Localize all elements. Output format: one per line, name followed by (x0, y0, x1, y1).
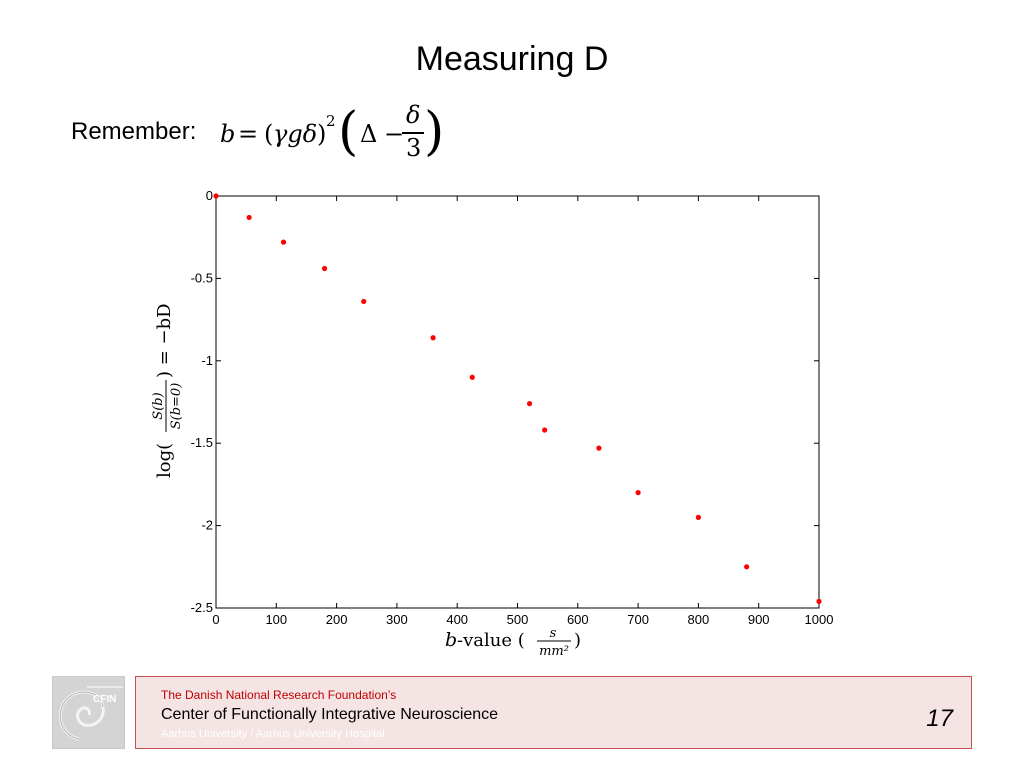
y-tick-label: 0 (206, 188, 213, 203)
y-label-frac-num: S(b) (151, 392, 166, 419)
x-tick-label: 400 (446, 612, 468, 627)
y-tick-label: -1.5 (191, 435, 213, 450)
y-label-suffix: ) = −bD (154, 303, 175, 378)
data-point (744, 564, 750, 570)
y-tick-label: -2.5 (191, 600, 213, 615)
formula-big-close-paren: ) (424, 102, 445, 162)
data-point (596, 445, 602, 451)
x-label-frac-den: mm² (539, 644, 569, 659)
data-point (526, 401, 533, 407)
data-point (361, 298, 367, 305)
footer: CFIN The Danish National Research Founda… (52, 676, 972, 749)
data-point (246, 214, 252, 221)
y-label-frac-den: S(b=0) (169, 383, 184, 430)
data-point (635, 490, 641, 496)
formula-power: 2 (326, 112, 336, 130)
data-points (213, 193, 822, 605)
data-point (542, 427, 548, 433)
formula-frac-num: δ (406, 101, 421, 129)
x-tick-label: 800 (688, 612, 710, 627)
foundation-text: The Danish National Research Foundation’… (161, 688, 397, 702)
x-tick-label: 300 (386, 612, 408, 627)
data-point (695, 514, 702, 520)
data-point (469, 374, 475, 380)
x-label-frac-num: s (550, 626, 557, 641)
remember-label: Remember: (71, 118, 197, 145)
y-tick-label: -0.5 (191, 270, 213, 285)
y-axis-ticks: 0 -0.5 -1 -1.5 -2 -2.5 (191, 188, 819, 615)
y-label-prefix: log( (154, 443, 175, 478)
formula-big-open-paren: ( (338, 102, 359, 162)
formula-close-paren: ) (317, 120, 327, 148)
formula-equals: = (238, 120, 259, 148)
formula-inner: γgδ (273, 120, 318, 148)
y-axis-label: log( S(b) S(b=0) ) = −bD (151, 303, 184, 478)
x-tick-label: 1000 (805, 612, 834, 627)
data-point (430, 335, 436, 341)
formula-lhs: b (220, 120, 236, 148)
formula-minus: − (384, 120, 405, 148)
data-point (321, 265, 328, 272)
cfin-logo: CFIN (52, 676, 125, 749)
x-tick-label: 200 (326, 612, 348, 627)
formula-frac-bar (402, 132, 424, 134)
institution-info: The Danish National Research Foundation’… (135, 676, 972, 749)
x-label-text: -value ( (457, 630, 525, 651)
b-value-formula: b = ( γgδ ) 2 ( Δ − δ 3 ) (220, 100, 460, 170)
x-tick-label: 500 (507, 612, 529, 627)
x-tick-label: 900 (748, 612, 770, 627)
x-tick-label: 0 (212, 612, 219, 627)
slide-title: Measuring D (415, 40, 609, 78)
university-text: Aarhus University / Aarhus University Ho… (161, 728, 385, 740)
logo-text: CFIN (93, 694, 116, 705)
y-tick-label: -2 (201, 518, 213, 533)
y-tick-label: -1 (201, 353, 213, 368)
x-label-var: b (445, 629, 457, 651)
formula-open-paren: ( (264, 120, 274, 148)
data-point (213, 193, 219, 199)
data-point (816, 598, 822, 605)
x-tick-label: 700 (627, 612, 649, 627)
x-tick-label: 100 (265, 612, 287, 627)
plot-frame (215, 195, 820, 609)
formula-frac-den: 3 (406, 134, 422, 162)
center-name: Center of Functionally Integrative Neuro… (161, 706, 499, 723)
x-label-close: ) (574, 630, 581, 651)
x-axis-label: b -value ( s mm² ) (445, 626, 581, 659)
page-number: 17 (926, 705, 953, 732)
formula-delta: Δ (360, 120, 378, 148)
x-axis-ticks: 0 100 200 300 400 500 600 700 800 900 1000 (212, 196, 833, 627)
x-tick-label: 600 (567, 612, 589, 627)
data-point (280, 239, 287, 245)
nautilus-logo-icon: CFIN (53, 677, 124, 748)
